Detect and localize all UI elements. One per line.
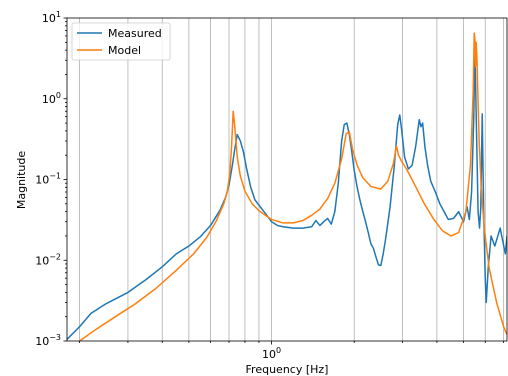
legend-label-measured: Measured [108,27,162,40]
series-measured-line [67,45,507,340]
y-tick-label: 100 [42,91,61,106]
y-axis-label: Magnitude [15,151,28,210]
series-model-line [79,32,507,341]
legend-label-model: Model [108,44,141,57]
x-tick-label: 100 [262,346,281,361]
x-axis-label: Frequency [Hz] [246,363,329,376]
y-axis: 10−3 10−2 10−1 100 101 [35,10,67,348]
x-axis: 100 [79,341,505,361]
y-tick-label: 101 [42,10,61,25]
y-tick-label: 10−1 [35,172,61,187]
legend: Measured Model [71,22,171,61]
y-tick-label: 10−2 [35,252,61,267]
y-tick-label: 10−3 [35,333,61,348]
grid [79,18,505,341]
